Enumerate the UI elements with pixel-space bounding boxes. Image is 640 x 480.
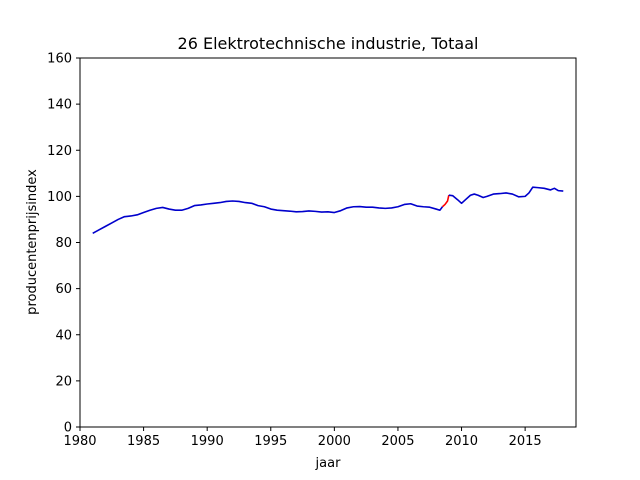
- y-tick-label: 120: [47, 144, 72, 159]
- x-tick-label: 2005: [381, 434, 414, 449]
- y-axis-label: producentenprijsindex: [25, 169, 40, 315]
- x-tick-label: 1995: [254, 434, 287, 449]
- y-tick-label: 20: [55, 374, 72, 389]
- x-tick-label: 2015: [509, 434, 542, 449]
- y-tick-label: 100: [47, 190, 72, 205]
- y-tick-label: 60: [55, 282, 72, 297]
- y-tick-label: 140: [47, 98, 72, 113]
- series-line-3: [448, 186, 564, 205]
- x-tick-label: 1980: [63, 434, 96, 449]
- series-line-2: [441, 195, 450, 208]
- x-axis-label: jaar: [315, 456, 342, 471]
- chart-title: 26 Elektrotechnische industrie, Totaal: [178, 34, 479, 53]
- x-tick-label: 1990: [191, 434, 224, 449]
- series-layer: [92, 186, 564, 234]
- x-axis: 1980 1985 1990 1995 2000 2005 2010 2015: [63, 427, 542, 449]
- y-axis: 0 20 40 60 80 100 120 140 160: [47, 52, 80, 436]
- y-tick-label: 80: [55, 236, 72, 251]
- y-tick-label: 40: [55, 328, 72, 343]
- y-tick-label: 0: [64, 421, 72, 436]
- x-tick-label: 2000: [318, 434, 351, 449]
- series-line-1: [92, 200, 444, 234]
- x-tick-label: 1985: [127, 434, 160, 449]
- x-tick-label: 2010: [445, 434, 478, 449]
- y-tick-label: 160: [47, 52, 72, 67]
